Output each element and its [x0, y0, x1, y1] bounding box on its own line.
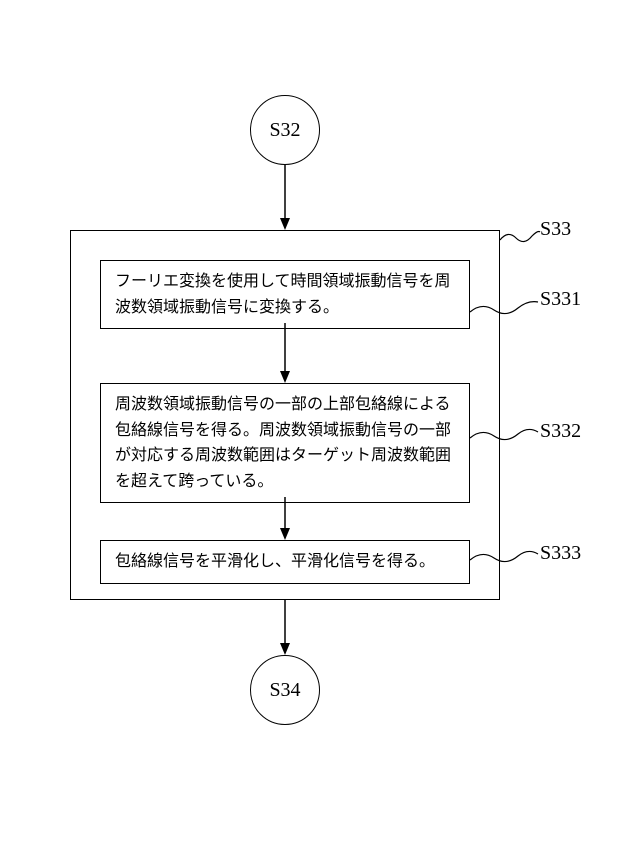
end-node: S34: [250, 655, 320, 725]
label-s333: S333: [540, 542, 581, 565]
step3-text: 包絡線信号を平滑化し、平滑化信号を得る。: [115, 553, 435, 570]
label-s331: S331: [540, 288, 581, 311]
step2-box: 周波数領域振動信号の一部の上部包絡線による包絡線信号を得る。周波数領域振動信号の…: [100, 383, 470, 503]
label-s33: S33: [540, 218, 571, 241]
step1-text: フーリエ変換を使用して時間領域振動信号を周波数領域振動信号に変換する。: [115, 273, 451, 316]
start-label: S32: [269, 119, 300, 142]
step3-box: 包絡線信号を平滑化し、平滑化信号を得る。: [100, 540, 470, 584]
flowchart-canvas: S32 フーリエ変換を使用して時間領域振動信号を周波数領域振動信号に変換する。 …: [0, 0, 640, 851]
start-node: S32: [250, 95, 320, 165]
step1-box: フーリエ変換を使用して時間領域振動信号を周波数領域振動信号に変換する。: [100, 260, 470, 329]
label-s332: S332: [540, 420, 581, 443]
step2-text: 周波数領域振動信号の一部の上部包絡線による包絡線信号を得る。周波数領域振動信号の…: [115, 396, 451, 490]
end-label: S34: [269, 679, 300, 702]
